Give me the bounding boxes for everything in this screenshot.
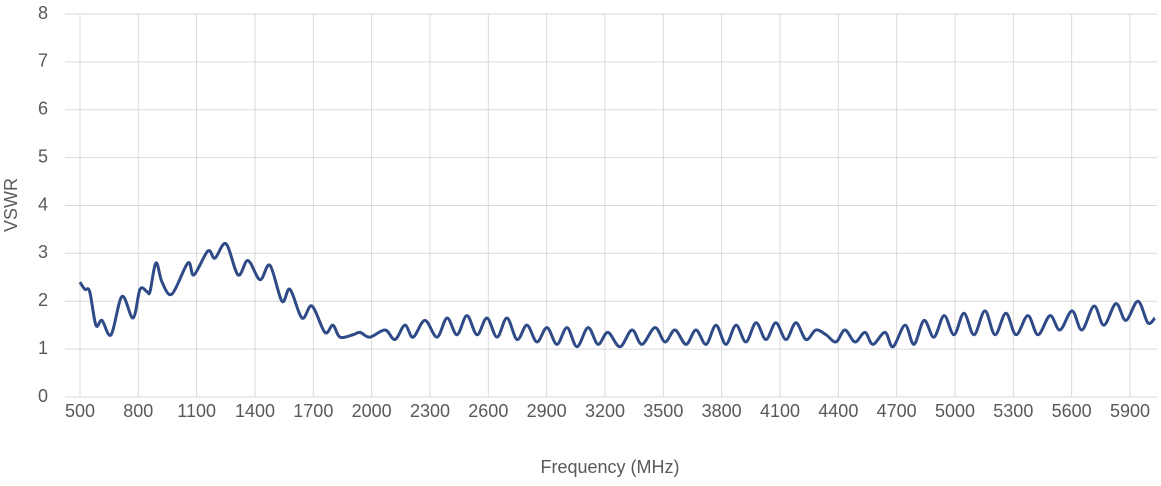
x-tick-label: 4100 [760,401,800,421]
x-axis-label: Frequency (MHz) [540,457,679,477]
x-tick-label: 2600 [468,401,508,421]
x-tick-label: 1100 [177,401,216,421]
y-tick-label: 5 [38,146,48,166]
y-tick-label: 4 [38,194,48,214]
x-tick-label: 800 [123,401,153,421]
y-tick-label: 8 [38,3,48,23]
x-tick-label: 2900 [527,401,567,421]
x-tick-label: 3500 [643,401,683,421]
x-tick-label: 5300 [993,401,1033,421]
x-tick-label: 5600 [1052,401,1092,421]
x-tick-label: 500 [65,401,95,421]
y-tick-label: 2 [38,290,48,310]
y-tick-label: 6 [38,99,48,119]
y-tick-label: 1 [38,338,48,358]
x-tick-label: 4400 [818,401,858,421]
x-tick-label: 3800 [702,401,742,421]
data-line [78,242,1156,349]
y-tick-label: 7 [38,51,48,71]
y-tick-label: 3 [38,242,48,262]
y-axis-label: VSWR [1,178,21,232]
y-tick-label: 0 [38,386,48,406]
x-tick-label: 1400 [235,401,275,421]
x-tick-label: 5900 [1110,401,1150,421]
x-tick-label: 4700 [877,401,917,421]
x-tick-label: 2000 [352,401,392,421]
x-tick-label: 2300 [410,401,450,421]
x-tick-label: 5000 [935,401,975,421]
x-tick-label: 1700 [293,401,333,421]
x-tick-label: 3200 [585,401,625,421]
